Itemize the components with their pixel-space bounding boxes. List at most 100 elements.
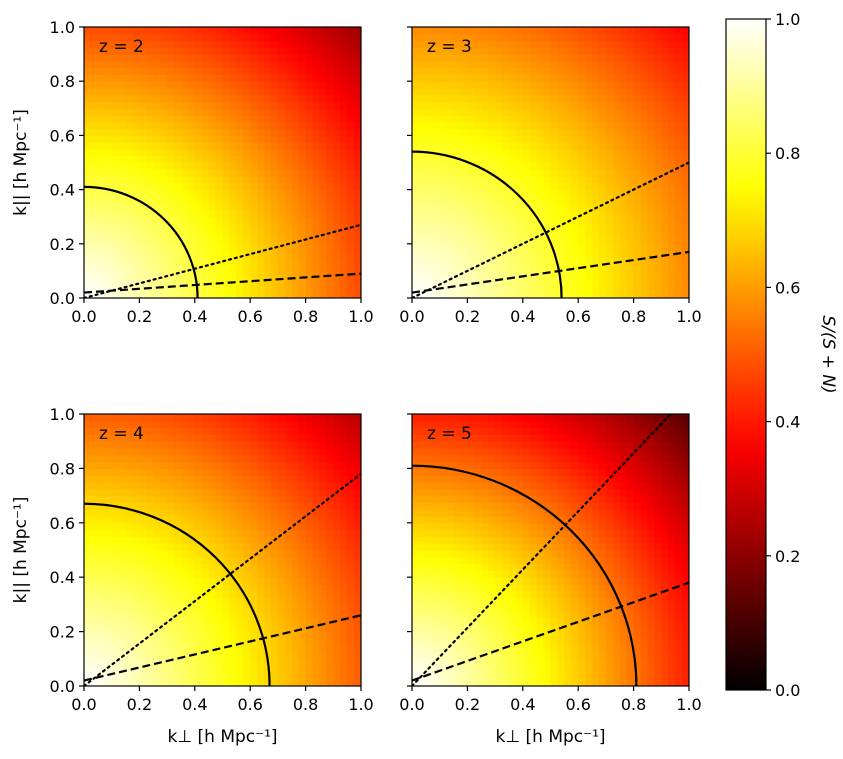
heatmap-cell	[215, 604, 224, 612]
heatmap-cell	[222, 604, 231, 612]
heatmap-cell	[97, 142, 106, 150]
heatmap-cell	[326, 87, 334, 96]
heatmap-cell	[312, 597, 321, 605]
heatmap-cell	[153, 94, 161, 103]
heatmap-cell	[557, 108, 565, 116]
heatmap-cell	[125, 631, 134, 639]
heatmap-cell	[174, 176, 182, 184]
heatmap-cell	[347, 237, 355, 245]
heatmap-cell	[543, 209, 552, 218]
heatmap-cell	[333, 543, 341, 551]
heatmap-cell	[125, 672, 134, 680]
heatmap-cell	[412, 162, 420, 170]
heatmap-cell	[270, 270, 279, 279]
heatmap-cell	[319, 461, 327, 469]
heatmap-cell	[84, 652, 92, 660]
heatmap-cell	[167, 33, 175, 42]
heatmap-cell	[250, 454, 258, 463]
heatmap-cell	[592, 196, 600, 204]
heatmap-cell	[222, 250, 231, 258]
heatmap-cell	[146, 155, 154, 164]
heatmap-cell	[312, 461, 321, 469]
heatmap-cell	[291, 529, 300, 537]
heatmap-cell	[474, 223, 482, 231]
heatmap-cell	[605, 155, 614, 164]
heatmap-cell	[97, 40, 106, 48]
heatmap-cell	[187, 679, 196, 686]
heatmap-cell	[243, 67, 251, 76]
heatmap-cell	[592, 60, 600, 69]
heatmap-cell	[612, 182, 621, 191]
heatmap-cell	[187, 47, 196, 55]
heatmap-cell	[139, 631, 147, 639]
heatmap-cell	[84, 475, 92, 483]
heatmap-cell	[633, 47, 642, 55]
heatmap-cell	[412, 142, 420, 150]
heatmap-cell	[257, 121, 265, 130]
heatmap-cell	[571, 230, 579, 238]
heatmap-cell	[264, 536, 272, 544]
heatmap-cell	[174, 652, 182, 660]
heatmap-cell	[661, 60, 669, 69]
heatmap-cell	[236, 189, 244, 197]
heatmap-cell	[104, 40, 113, 48]
heatmap-cell	[215, 169, 224, 177]
heatmap-cell	[167, 482, 175, 490]
heatmap-cell	[97, 277, 106, 286]
heatmap-cell	[277, 264, 286, 272]
heatmap-cell	[319, 509, 327, 517]
heatmap-cell	[432, 291, 441, 298]
heatmap-cell	[453, 176, 462, 184]
heatmap-cell	[90, 230, 99, 238]
heatmap-cell	[270, 420, 279, 429]
heatmap-cell	[333, 264, 341, 272]
heatmap-cell	[194, 155, 203, 164]
heatmap-cell	[347, 162, 355, 170]
heatmap-cell	[222, 189, 231, 197]
heatmap-cell	[187, 270, 196, 279]
heatmap-cell	[495, 135, 503, 143]
heatmap-cell	[229, 536, 237, 544]
heatmap-cell	[326, 672, 334, 680]
heatmap-cell	[194, 182, 203, 191]
heatmap-cell	[564, 169, 572, 177]
heatmap-cell	[132, 189, 140, 197]
heatmap-cell	[222, 182, 231, 191]
heatmap-cell	[412, 618, 420, 626]
heatmap-cell	[194, 101, 203, 109]
heatmap-cell	[326, 155, 334, 164]
heatmap-cell	[229, 454, 237, 463]
heatmap-cell	[90, 414, 99, 422]
heatmap-cell	[222, 209, 231, 218]
x-tick-label: 0.6	[237, 307, 262, 326]
heatmap-cell	[305, 556, 314, 565]
heatmap-cell	[132, 257, 140, 265]
heatmap-cell	[187, 414, 196, 422]
heatmap-cell	[174, 216, 182, 225]
heatmap-cell	[298, 230, 307, 238]
heatmap-cell	[270, 87, 279, 96]
heatmap-cell	[125, 54, 134, 62]
heatmap-cell	[139, 434, 147, 442]
heatmap-cell	[312, 182, 321, 191]
heatmap-cell	[146, 658, 154, 667]
heatmap-cell	[605, 237, 614, 245]
heatmap-cell	[619, 264, 628, 272]
heatmap-cell	[250, 584, 258, 592]
heatmap-cell	[432, 108, 441, 116]
heatmap-cell	[550, 81, 559, 89]
heatmap-cell	[250, 250, 258, 258]
heatmap-cell	[640, 176, 649, 184]
heatmap-cell	[412, 40, 420, 48]
heatmap-cell	[502, 237, 510, 245]
heatmap-cell	[326, 570, 334, 578]
heatmap-cell	[682, 169, 689, 177]
heatmap-cell	[495, 209, 503, 218]
heatmap-cell	[661, 169, 669, 177]
heatmap-cell	[264, 427, 272, 435]
heatmap-cell	[412, 115, 420, 123]
heatmap-cell	[333, 87, 341, 96]
heatmap-cell	[277, 115, 286, 123]
heatmap-cell	[215, 638, 224, 646]
heatmap-cell	[640, 148, 649, 157]
